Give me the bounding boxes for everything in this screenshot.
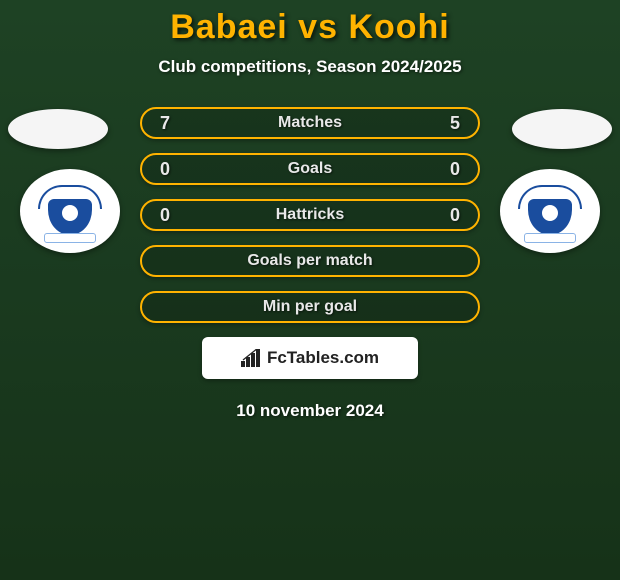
- player-left-avatar: [8, 109, 108, 149]
- stat-label: Goals per match: [184, 252, 436, 270]
- stat-left-value: 7: [160, 113, 184, 134]
- club-left-logo: [20, 169, 120, 253]
- stat-left-value: 0: [160, 205, 184, 226]
- brand-text: FcTables.com: [267, 348, 379, 368]
- stat-row-min-per-goal: Min per goal: [140, 291, 480, 323]
- stats-area: 7 Matches 5 0 Goals 0 0 Hattricks 0 Goal…: [0, 107, 620, 421]
- stat-right-value: 5: [436, 113, 460, 134]
- stat-right-value: 0: [436, 205, 460, 226]
- stat-row-hattricks: 0 Hattricks 0: [140, 199, 480, 231]
- stat-left-value: 0: [160, 159, 184, 180]
- stat-rows: 7 Matches 5 0 Goals 0 0 Hattricks 0 Goal…: [140, 107, 480, 323]
- stat-right-value: 0: [436, 159, 460, 180]
- stat-row-goals: 0 Goals 0: [140, 153, 480, 185]
- shield-icon: [38, 185, 102, 237]
- stat-label: Min per goal: [184, 298, 436, 316]
- subtitle: Club competitions, Season 2024/2025: [0, 57, 620, 77]
- stat-label: Matches: [184, 114, 436, 132]
- bar-chart-icon: [241, 349, 263, 367]
- page-title: Babaei vs Koohi: [0, 8, 620, 47]
- brand-badge[interactable]: FcTables.com: [202, 337, 418, 379]
- date-text: 10 november 2024: [0, 401, 620, 421]
- stat-row-matches: 7 Matches 5: [140, 107, 480, 139]
- stat-row-goals-per-match: Goals per match: [140, 245, 480, 277]
- club-right-logo: [500, 169, 600, 253]
- stat-label: Hattricks: [184, 206, 436, 224]
- player-right-avatar: [512, 109, 612, 149]
- shield-icon: [518, 185, 582, 237]
- stat-label: Goals: [184, 160, 436, 178]
- comparison-card: Babaei vs Koohi Club competitions, Seaso…: [0, 0, 620, 421]
